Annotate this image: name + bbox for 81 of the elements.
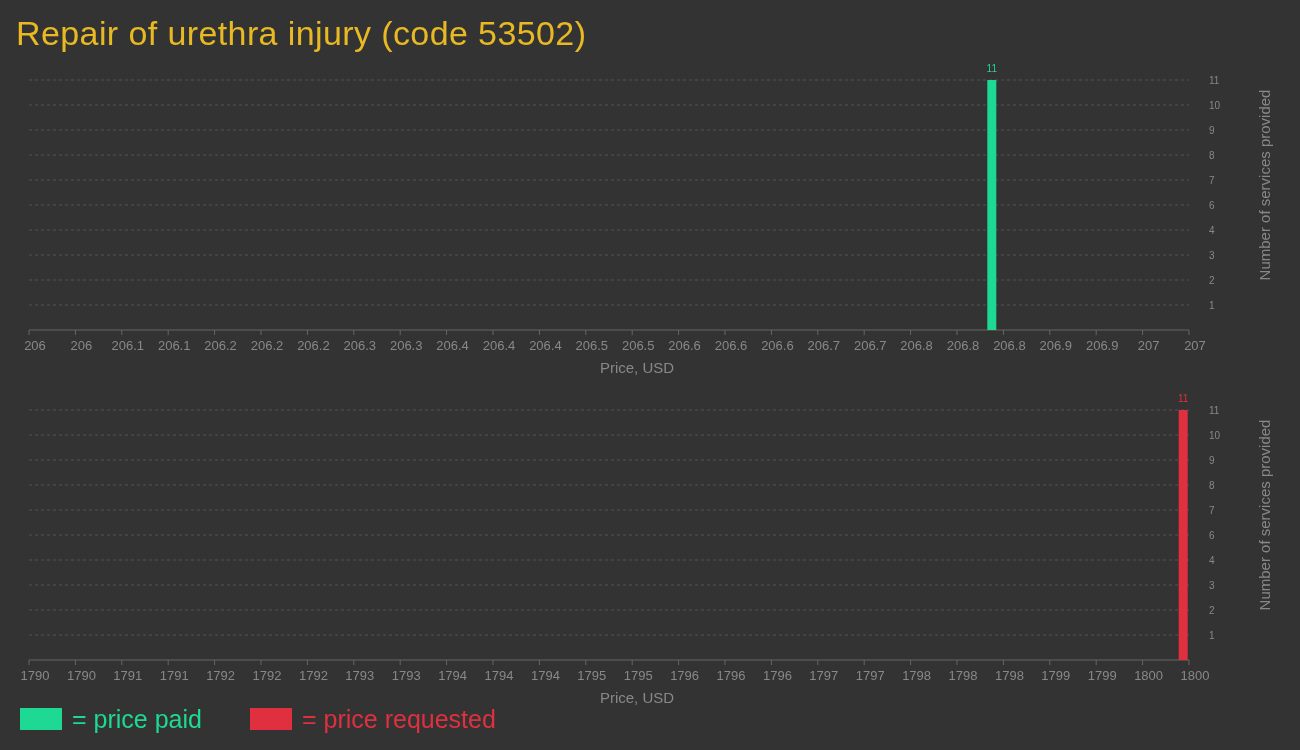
y-tick-label: 2 xyxy=(1209,275,1215,286)
y-tick-label: 6 xyxy=(1209,530,1215,541)
y-tick-label: 9 xyxy=(1209,125,1215,136)
x-tick-label: 1799 xyxy=(1041,668,1071,683)
x-tick-label: 1794 xyxy=(438,668,468,683)
y-tick-label: 1 xyxy=(1209,630,1215,641)
x-tick-label: 1793 xyxy=(345,668,375,683)
x-tick-label: 206.6 xyxy=(668,338,701,353)
y-tick-label: 10 xyxy=(1209,100,1221,111)
x-tick-label: 1796 xyxy=(762,668,792,683)
x-tick-label: 206.4 xyxy=(529,338,562,353)
y-tick-label: 11 xyxy=(1209,75,1220,86)
x-tick-label: 206.5 xyxy=(621,338,655,353)
x-tick-label: 206.6 xyxy=(761,338,794,353)
x-tick-label: 207 xyxy=(1137,338,1160,353)
y-tick-label: 8 xyxy=(1209,480,1215,491)
x-tick-label: 1798 xyxy=(994,668,1024,683)
x-tick-label: 1794 xyxy=(530,668,560,683)
y-tick-label: 3 xyxy=(1209,580,1215,591)
x-tick-label: 206 xyxy=(70,338,93,353)
x-tick-label: 206.8 xyxy=(900,338,933,353)
legend-label: = price requested xyxy=(302,705,496,733)
y-tick-label: 9 xyxy=(1209,455,1215,466)
y-tick-label: 10 xyxy=(1209,430,1221,441)
x-tick-label: 1795 xyxy=(623,668,653,683)
x-tick-label: 206.2 xyxy=(250,338,284,353)
x-tick-label: 206.2 xyxy=(297,338,330,353)
x-tick-label: 206.1 xyxy=(157,338,191,353)
y-axis-title: Number of services provided xyxy=(1256,419,1273,611)
x-tick-label: 206.5 xyxy=(575,338,609,353)
x-tick-label: 206.4 xyxy=(436,338,469,353)
x-tick-label: 1791 xyxy=(159,668,189,683)
x-tick-label: 206 xyxy=(24,338,46,353)
y-tick-label: 11 xyxy=(1209,405,1220,416)
x-tick-label: 1790 xyxy=(66,668,96,683)
x-tick-label: 206.7 xyxy=(853,338,887,353)
x-tick-label: 206.3 xyxy=(389,338,423,353)
x-tick-label: 1790 xyxy=(20,668,50,683)
x-tick-label: 1798 xyxy=(902,668,932,683)
data-label: 11 xyxy=(986,63,998,74)
x-tick-label: 1800 xyxy=(1180,668,1210,683)
x-tick-label: 1796 xyxy=(670,668,700,683)
y-tick-label: 7 xyxy=(1209,175,1215,186)
x-tick-label: 206.6 xyxy=(714,338,748,353)
chart-title: Repair of urethra injury (code 53502) xyxy=(16,14,586,52)
x-tick-label: 207 xyxy=(1184,338,1206,353)
x-tick-label: 1792 xyxy=(298,668,328,683)
x-tick-label: 206.8 xyxy=(946,338,980,353)
legend-label: = price paid xyxy=(72,705,202,733)
x-tick-label: 1792 xyxy=(206,668,236,683)
x-tick-label: 206.4 xyxy=(482,338,516,353)
y-tick-label: 3 xyxy=(1209,250,1215,261)
y-tick-label: 2 xyxy=(1209,605,1215,616)
x-tick-label: 206.9 xyxy=(1085,338,1119,353)
y-tick-label: 7 xyxy=(1209,505,1215,516)
x-tick-label: 206.9 xyxy=(1039,338,1073,353)
x-tick-label: 1799 xyxy=(1087,668,1117,683)
x-tick-label: 1798 xyxy=(948,668,978,683)
x-tick-label: 206.7 xyxy=(807,338,841,353)
x-tick-label: 1800 xyxy=(1134,668,1164,683)
x-tick-label: 206.2 xyxy=(204,338,237,353)
x-tick-label: 1794 xyxy=(484,668,514,683)
x-tick-label: 1793 xyxy=(391,668,421,683)
x-tick-label: 206.1 xyxy=(111,338,145,353)
data-label: 11 xyxy=(1178,393,1189,404)
x-tick-label: 1796 xyxy=(716,668,746,683)
y-tick-label: 4 xyxy=(1209,555,1215,566)
x-axis-title: Price, USD xyxy=(599,689,675,706)
x-tick-label: 206.3 xyxy=(343,338,377,353)
x-tick-label: 206.8 xyxy=(993,338,1026,353)
x-axis-title: Price, USD xyxy=(599,359,675,376)
y-tick-label: 1 xyxy=(1209,300,1215,311)
y-tick-label: 4 xyxy=(1209,225,1215,236)
x-tick-label: 1795 xyxy=(577,668,607,683)
x-tick-label: 1792 xyxy=(252,668,282,683)
y-tick-label: 8 xyxy=(1209,150,1215,161)
x-tick-label: 1797 xyxy=(855,668,885,683)
y-tick-label: 6 xyxy=(1209,200,1215,211)
x-tick-label: 1797 xyxy=(809,668,839,683)
y-axis-title: Number of services provided xyxy=(1256,89,1273,281)
x-tick-label: 1791 xyxy=(113,668,143,683)
